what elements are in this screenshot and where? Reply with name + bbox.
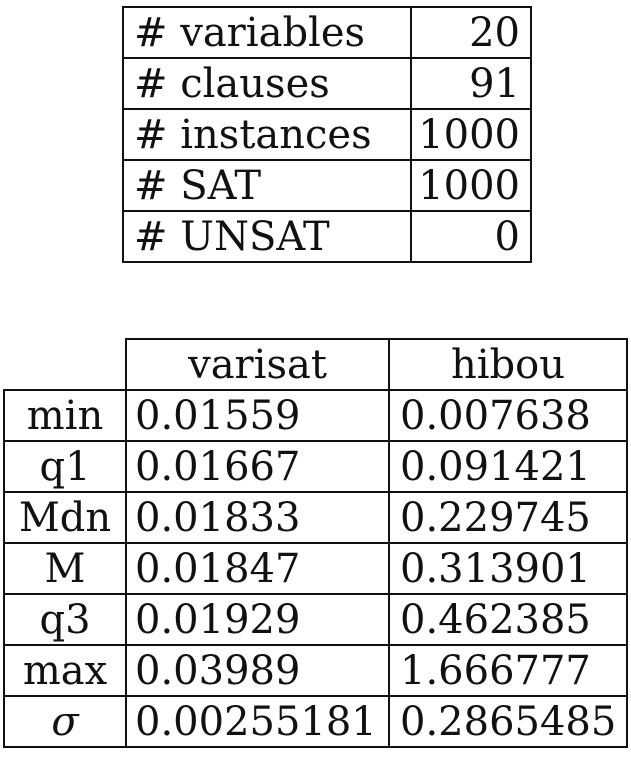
- summary-label: # UNSAT: [122, 210, 412, 263]
- table-row: σ 0.00255181 0.2865485: [3, 695, 628, 748]
- row-label: q1: [3, 440, 127, 493]
- hibou-value: 0.229745: [388, 491, 628, 544]
- row-label: Mdn: [3, 491, 127, 544]
- varisat-value: 0.03989: [125, 644, 390, 697]
- summary-label: # instances: [122, 108, 412, 161]
- summary-label: # clauses: [122, 57, 412, 110]
- stats-table: varisat hibou min 0.01559 0.007638 q1 0.…: [3, 338, 628, 748]
- column-header-varisat: varisat: [125, 338, 390, 391]
- table-row: q3 0.01929 0.462385: [3, 593, 628, 646]
- varisat-value: 0.01847: [125, 542, 390, 595]
- summary-value: 1000: [410, 108, 532, 161]
- table-row: # UNSAT 0: [122, 210, 532, 263]
- hibou-value: 0.2865485: [388, 695, 628, 748]
- varisat-value: 0.01667: [125, 440, 390, 493]
- table-header-row: varisat hibou: [4, 338, 628, 391]
- hibou-value: 0.462385: [388, 593, 628, 646]
- summary-label: # SAT: [122, 159, 412, 212]
- hibou-value: 0.313901: [388, 542, 628, 595]
- varisat-value: 0.01833: [125, 491, 390, 544]
- table-row: # variables 20: [122, 6, 532, 59]
- summary-value: 91: [410, 57, 532, 110]
- hibou-value: 0.007638: [388, 389, 628, 442]
- table-row: # SAT 1000: [122, 159, 532, 212]
- column-header-hibou: hibou: [388, 338, 628, 391]
- varisat-value: 0.01559: [125, 389, 390, 442]
- table-row: M 0.01847 0.313901: [3, 542, 628, 595]
- summary-label: # variables: [122, 6, 412, 59]
- hibou-value: 0.091421: [388, 440, 628, 493]
- summary-value: 1000: [410, 159, 532, 212]
- varisat-value: 0.00255181: [125, 695, 390, 748]
- row-label: σ: [3, 695, 127, 748]
- row-label: M: [3, 542, 127, 595]
- summary-table: # variables 20 # clauses 91 # instances …: [122, 6, 532, 263]
- summary-value: 20: [410, 6, 532, 59]
- row-label: max: [3, 644, 127, 697]
- row-label: min: [3, 389, 127, 442]
- table-row: # instances 1000: [122, 108, 532, 161]
- table-row: # clauses 91: [122, 57, 532, 110]
- corner-cell: [4, 339, 127, 391]
- table-row: Mdn 0.01833 0.229745: [3, 491, 628, 544]
- summary-value: 0: [410, 210, 532, 263]
- table-row: min 0.01559 0.007638: [3, 389, 628, 442]
- row-label: q3: [3, 593, 127, 646]
- table-row: q1 0.01667 0.091421: [3, 440, 628, 493]
- varisat-value: 0.01929: [125, 593, 390, 646]
- table-row: max 0.03989 1.666777: [3, 644, 628, 697]
- hibou-value: 1.666777: [388, 644, 628, 697]
